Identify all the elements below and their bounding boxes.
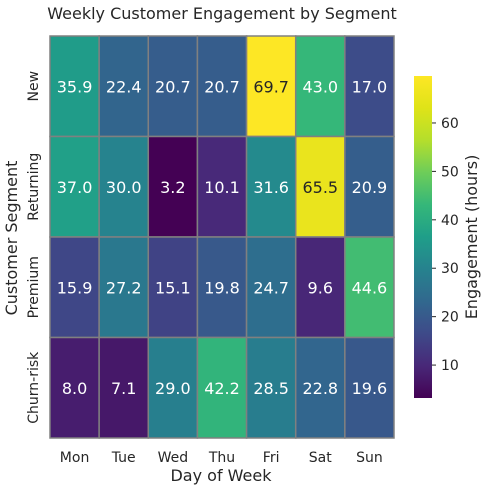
- colorbar-tick-label: 40: [441, 213, 459, 229]
- cell-value-label: 27.2: [106, 278, 142, 297]
- heatmap-cell: [98, 336, 150, 439]
- cell-value-label: 3.2: [160, 178, 185, 197]
- cell-value-label: 42.2: [204, 379, 240, 398]
- cell-value-label: 43.0: [302, 77, 338, 96]
- colorbar-ticks: 10 20 30 40 50 60: [432, 116, 459, 374]
- colorbar-tick-label: 60: [441, 116, 459, 132]
- cell-value-label: 30.0: [106, 178, 142, 197]
- cell-value-label: 15.9: [57, 278, 93, 297]
- cell-value-label: 7.1: [111, 379, 136, 398]
- cell-value-label: 20.7: [204, 77, 240, 96]
- heatmap-cell: [98, 236, 150, 339]
- colorbar: [414, 76, 432, 398]
- cell-value-label: 19.8: [204, 278, 240, 297]
- y-tick-label: Returning: [26, 153, 42, 221]
- colorbar-tick-label: 50: [441, 164, 459, 180]
- colorbar-tick-label: 10: [441, 358, 459, 374]
- heatmap-cell: [294, 336, 346, 439]
- cell-value-label: 15.1: [155, 278, 191, 297]
- colorbar-label: Engagement (hours): [462, 155, 481, 320]
- chart-title: Weekly Customer Engagement by Segment: [47, 4, 397, 23]
- cell-value-label: 8.0: [62, 379, 87, 398]
- y-axis-ticks: New Returning Premium Churn-risk: [26, 71, 42, 424]
- heatmap-cell: [147, 236, 199, 339]
- heatmap-cell: [294, 236, 346, 339]
- x-tick-label: Thu: [208, 450, 235, 466]
- cell-value-label: 22.8: [302, 379, 338, 398]
- heatmap-cell: [147, 135, 199, 238]
- cell-value-label: 10.1: [204, 178, 240, 197]
- heatmap-cell: [98, 35, 150, 138]
- x-axis-label: Day of Week: [170, 466, 272, 485]
- cell-value-label: 31.6: [253, 178, 289, 197]
- x-tick-label: Sat: [309, 450, 332, 466]
- x-tick-label: Sun: [356, 450, 383, 466]
- cell-value-label: 17.0: [352, 77, 388, 96]
- heatmap-cell: [344, 236, 395, 339]
- x-tick-label: Wed: [158, 450, 189, 466]
- cell-value-label: 44.6: [352, 278, 388, 297]
- colorbar-tick-label: 30: [441, 261, 459, 277]
- cell-value-label: 22.4: [106, 77, 142, 96]
- y-tick-label: Premium: [26, 256, 42, 318]
- x-tick-label: Fri: [263, 450, 280, 466]
- cell-value-label: 35.9: [57, 77, 93, 96]
- x-tick-label: Tue: [111, 450, 136, 466]
- heatmap-cell: [245, 236, 297, 339]
- cell-value-label: 28.5: [253, 379, 289, 398]
- y-tick-label: New: [26, 71, 42, 102]
- colorbar-tick-label: 20: [441, 310, 459, 326]
- cell-value-label: 20.7: [155, 77, 191, 96]
- heatmap-cell: [245, 135, 297, 238]
- heatmap-cells: 35.9 22.4 20.7 20.7 69.7 43.0 17.0 37.0 30.0 3.2 1…: [49, 35, 395, 439]
- heatmap-cell: [294, 35, 346, 138]
- x-axis-ticks: Mon Tue Wed Thu Fri Sat Sun: [60, 450, 383, 466]
- cell-value-label: 19.6: [352, 379, 388, 398]
- cell-value-label: 29.0: [155, 379, 191, 398]
- heatmap-cell: [49, 35, 100, 138]
- y-tick-label: Churn-risk: [26, 351, 42, 424]
- heatmap-cell: [196, 336, 248, 439]
- cell-value-label: 65.5: [302, 178, 338, 197]
- cell-value-label: 69.7: [253, 77, 289, 96]
- heatmap-cell: [196, 236, 248, 339]
- heatmap-cell: [344, 336, 395, 439]
- heatmap-cell: [49, 336, 100, 439]
- cell-value-label: 24.7: [253, 278, 289, 297]
- cell-value-label: 37.0: [57, 178, 93, 197]
- x-tick-label: Mon: [60, 450, 90, 466]
- cell-value-label: 20.9: [352, 178, 388, 197]
- heatmap-cell: [49, 135, 100, 238]
- heatmap-cell: [344, 135, 395, 238]
- cell-value-label: 9.6: [308, 278, 333, 297]
- y-axis-label: Customer Segment: [2, 161, 21, 316]
